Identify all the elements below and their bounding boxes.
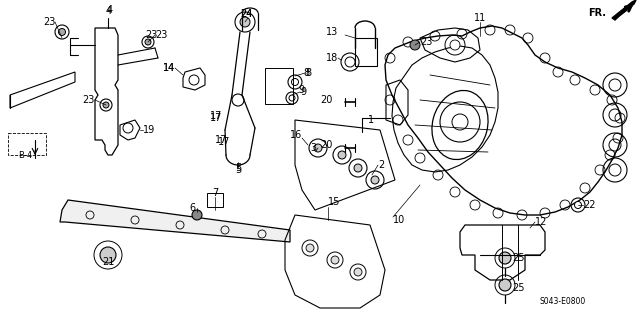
Circle shape — [291, 78, 298, 85]
Text: 16: 16 — [290, 130, 302, 140]
Circle shape — [499, 252, 511, 264]
Circle shape — [100, 247, 116, 263]
Text: 9: 9 — [298, 85, 304, 95]
Text: 19: 19 — [143, 125, 156, 135]
Circle shape — [450, 40, 460, 50]
Text: 1: 1 — [368, 115, 374, 125]
Text: 8: 8 — [305, 68, 311, 78]
Text: 23: 23 — [420, 37, 433, 47]
Circle shape — [314, 144, 322, 152]
Text: 14: 14 — [163, 63, 175, 73]
Text: 5: 5 — [235, 163, 241, 173]
Circle shape — [354, 268, 362, 276]
Text: 20: 20 — [321, 140, 333, 150]
Circle shape — [371, 176, 379, 184]
Text: 4: 4 — [106, 6, 112, 16]
Text: 25: 25 — [512, 253, 525, 263]
Text: 3: 3 — [310, 143, 316, 153]
Circle shape — [338, 151, 346, 159]
Text: 23: 23 — [83, 95, 95, 105]
Text: 25: 25 — [512, 283, 525, 293]
Text: 12: 12 — [535, 217, 547, 227]
Text: 17: 17 — [215, 135, 227, 145]
Circle shape — [103, 102, 109, 108]
Text: 14: 14 — [163, 63, 175, 73]
Text: 21: 21 — [102, 257, 114, 267]
Circle shape — [306, 244, 314, 252]
Text: 5: 5 — [235, 165, 241, 175]
Circle shape — [410, 40, 420, 50]
Text: 11: 11 — [474, 13, 486, 23]
Text: 13: 13 — [326, 27, 338, 37]
Text: 15: 15 — [328, 197, 340, 207]
Bar — [265, 68, 293, 104]
Text: 4: 4 — [107, 5, 113, 15]
Circle shape — [345, 57, 355, 67]
Text: 18: 18 — [326, 53, 338, 63]
Text: 6: 6 — [189, 203, 195, 213]
Text: B-4: B-4 — [18, 151, 32, 160]
Circle shape — [240, 17, 250, 27]
Text: 7: 7 — [212, 188, 218, 198]
Text: 23: 23 — [145, 30, 157, 40]
Text: FR.: FR. — [588, 8, 606, 18]
Polygon shape — [612, 0, 636, 20]
Text: 20: 20 — [321, 95, 333, 105]
Text: 17: 17 — [210, 113, 222, 123]
Circle shape — [58, 28, 65, 35]
Bar — [207, 193, 223, 207]
Circle shape — [499, 279, 511, 291]
Text: 17: 17 — [218, 137, 230, 147]
Text: 22: 22 — [583, 200, 595, 210]
Text: 9: 9 — [300, 87, 306, 97]
Circle shape — [354, 164, 362, 172]
Text: 24: 24 — [240, 9, 252, 19]
Circle shape — [331, 256, 339, 264]
Circle shape — [192, 210, 202, 220]
Circle shape — [289, 95, 295, 101]
Circle shape — [575, 202, 582, 209]
Text: S043-E0800: S043-E0800 — [540, 298, 586, 307]
Bar — [355, 38, 377, 66]
Polygon shape — [60, 200, 290, 242]
Text: 24: 24 — [240, 9, 252, 19]
Text: 10: 10 — [393, 215, 405, 225]
Text: 23: 23 — [155, 30, 168, 40]
Circle shape — [145, 39, 151, 45]
Text: 17: 17 — [210, 111, 222, 121]
Text: 2: 2 — [378, 160, 384, 170]
Text: 8: 8 — [303, 68, 309, 78]
Bar — [8, 133, 46, 155]
Text: 23: 23 — [43, 17, 56, 27]
